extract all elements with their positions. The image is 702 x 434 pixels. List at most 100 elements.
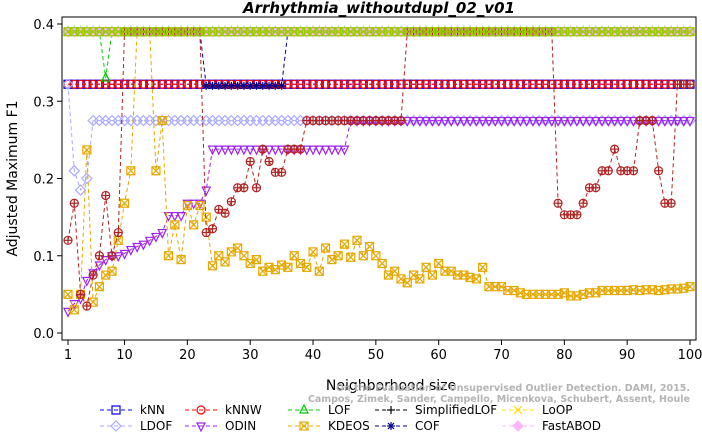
point-odin	[685, 116, 695, 127]
point-kdeos	[427, 270, 438, 280]
point-knnw	[327, 79, 337, 89]
legend-label-ldof: LDOF	[140, 419, 172, 433]
point-ldf	[603, 166, 613, 176]
point-ldf	[591, 183, 601, 193]
point-cof	[277, 81, 286, 90]
point-ldf	[113, 227, 123, 238]
point-knnw	[163, 79, 174, 89]
legend-marker-lof	[299, 403, 309, 414]
point-knnw	[107, 79, 117, 89]
legend-label-knnw: kNNW	[225, 403, 262, 417]
point-kdeos	[220, 257, 230, 267]
point-ldf	[277, 167, 287, 177]
point-odin	[138, 240, 149, 251]
point-ldf	[63, 235, 73, 245]
point-knnw	[396, 79, 406, 89]
point-odin	[496, 116, 507, 127]
point-kdeos	[201, 212, 211, 222]
point-odin	[659, 116, 670, 127]
point-odin	[666, 116, 677, 127]
series-ldof	[62, 78, 696, 196]
point-knnw	[591, 79, 601, 89]
point-kdeos	[685, 282, 695, 292]
point-kdeos	[308, 247, 318, 257]
point-ldf	[264, 156, 274, 167]
point-odin	[678, 116, 689, 127]
x-tick-label: 1	[64, 348, 72, 363]
point-odin	[163, 211, 174, 222]
point-ldf	[226, 197, 236, 207]
point-odin	[408, 116, 419, 127]
y-axis-label: Adjusted Maximum F1	[5, 100, 21, 256]
legend-label-odin: ODIN	[225, 419, 256, 433]
point-knnw	[421, 79, 431, 89]
point-odin	[465, 116, 476, 127]
point-ldf	[578, 198, 588, 208]
point-odin	[157, 228, 168, 239]
point-knnw	[465, 79, 475, 89]
point-odin	[433, 116, 444, 127]
point-knnw	[377, 79, 387, 89]
point-kdeos	[283, 262, 293, 272]
point-knnw	[440, 79, 450, 89]
x-tick-label: 10	[116, 348, 133, 363]
watermark-line-1: Campos, Zimek, Sander, Campello, Micenko…	[308, 394, 690, 405]
legend-item-loop: LoOP	[502, 403, 573, 417]
series-inflo	[63, 27, 695, 37]
point-odin	[125, 245, 136, 256]
point-odin	[584, 116, 595, 127]
legend-marker-ldof	[110, 420, 122, 432]
point-knnw	[540, 79, 551, 89]
point-odin	[150, 232, 161, 243]
legend-marker-fastabod	[512, 420, 524, 432]
point-kdeos	[302, 262, 312, 272]
point-odin	[553, 116, 564, 127]
point-ldf	[251, 183, 262, 193]
point-ldf	[94, 251, 105, 261]
legend-item-fastabod: FastABOD	[502, 419, 601, 433]
point-odin	[546, 116, 557, 127]
point-knnw	[138, 79, 148, 89]
point-odin	[458, 116, 469, 127]
point-knnw	[333, 79, 343, 89]
point-kdeos	[251, 255, 262, 265]
point-odin	[565, 116, 576, 127]
point-knnw	[94, 79, 105, 89]
point-knnw	[534, 79, 544, 89]
point-odin	[571, 116, 582, 127]
point-ldof	[62, 78, 74, 91]
point-kdeos	[94, 282, 105, 292]
point-knnw	[170, 79, 180, 89]
point-knnw	[547, 79, 557, 89]
point-kdeos	[207, 261, 218, 271]
point-odin	[471, 116, 482, 127]
series-line-ldf	[67, 31, 690, 308]
point-odin	[314, 145, 325, 156]
point-ldf	[396, 115, 406, 126]
x-tick-label: 20	[179, 348, 196, 363]
point-knnw	[622, 79, 632, 89]
x-tick-label: 70	[493, 348, 510, 363]
point-knnw	[610, 79, 620, 89]
point-knnw	[528, 79, 538, 89]
x-tick-label: 90	[619, 348, 636, 363]
legend-item-simplifiedlof: SimplifiedLOF	[375, 403, 497, 417]
point-knnw	[503, 79, 513, 89]
point-knnw	[402, 79, 412, 89]
legend-label-cof: COF	[415, 419, 440, 433]
point-odin	[88, 269, 99, 280]
point-kdeos	[170, 220, 180, 230]
point-knnw	[113, 79, 123, 89]
point-odin	[339, 145, 350, 156]
point-knnw	[320, 79, 331, 89]
point-kdeos	[352, 235, 362, 245]
point-knnw	[559, 79, 569, 89]
point-odin	[615, 116, 626, 127]
point-knnw	[566, 79, 576, 89]
point-odin	[446, 116, 457, 127]
point-odin	[622, 116, 633, 127]
point-ldf	[666, 198, 676, 208]
legend-item-odin: ODIN	[185, 419, 256, 433]
point-kdeos	[320, 243, 331, 253]
